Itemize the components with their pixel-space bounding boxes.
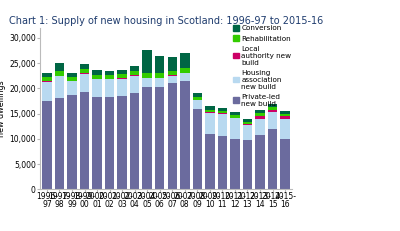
Bar xyxy=(180,81,190,189)
Bar xyxy=(218,136,227,189)
Bar xyxy=(243,125,252,140)
Bar xyxy=(268,103,277,107)
Bar xyxy=(80,73,89,74)
Bar xyxy=(80,74,89,92)
Bar xyxy=(118,79,127,97)
Bar xyxy=(130,75,139,76)
Bar xyxy=(230,112,240,115)
Bar xyxy=(130,71,139,75)
Bar xyxy=(230,115,240,118)
Bar xyxy=(205,109,214,112)
Bar xyxy=(255,135,265,189)
Bar xyxy=(155,56,164,73)
Bar xyxy=(67,95,77,189)
Bar xyxy=(142,87,152,189)
Bar xyxy=(280,116,290,119)
Bar xyxy=(268,109,277,112)
Bar xyxy=(130,76,139,93)
Bar xyxy=(268,112,277,129)
Bar xyxy=(280,111,290,114)
Bar xyxy=(180,73,190,81)
Bar xyxy=(80,64,89,69)
Bar xyxy=(193,109,202,189)
Bar xyxy=(118,97,127,189)
Bar xyxy=(218,114,227,136)
Bar xyxy=(218,113,227,114)
Bar xyxy=(67,81,77,95)
Bar xyxy=(92,75,102,79)
Bar xyxy=(193,100,202,109)
Bar xyxy=(142,78,152,87)
Bar xyxy=(230,118,240,139)
Bar xyxy=(255,116,265,119)
Bar xyxy=(142,50,152,73)
Bar xyxy=(155,78,164,87)
Bar xyxy=(218,111,227,113)
Bar xyxy=(243,122,252,124)
Bar xyxy=(205,112,214,134)
Bar xyxy=(180,68,190,73)
Bar xyxy=(118,78,127,79)
Bar xyxy=(67,73,77,77)
Bar xyxy=(55,63,64,71)
Title: Chart 1: Supply of new housing in Scotland: 1996-97 to 2015-16: Chart 1: Supply of new housing in Scotla… xyxy=(9,15,323,26)
Bar xyxy=(193,97,202,100)
Bar xyxy=(67,77,77,81)
Bar xyxy=(92,70,102,75)
Bar xyxy=(80,92,89,189)
Bar xyxy=(130,93,139,189)
Legend: Conversion, Rehabilitation, Local
authority new
build, Housing
association
new b: Conversion, Rehabilitation, Local author… xyxy=(233,24,292,107)
Bar xyxy=(255,113,265,116)
Bar xyxy=(42,77,52,81)
Bar xyxy=(168,83,177,189)
Bar xyxy=(55,98,64,189)
Bar xyxy=(155,73,164,78)
Bar xyxy=(42,101,52,189)
Bar xyxy=(55,76,64,98)
Bar xyxy=(268,129,277,189)
Bar xyxy=(55,71,64,76)
Bar xyxy=(118,70,127,74)
Bar xyxy=(80,69,89,73)
Bar xyxy=(280,119,290,139)
Bar xyxy=(168,57,177,71)
Bar xyxy=(230,139,240,189)
Bar xyxy=(168,76,177,83)
Bar xyxy=(180,54,190,68)
Bar xyxy=(105,79,114,97)
Y-axis label: new dwellings: new dwellings xyxy=(0,80,6,137)
Bar xyxy=(168,71,177,75)
Bar xyxy=(130,66,139,71)
Bar xyxy=(168,75,177,76)
Bar xyxy=(105,75,114,79)
Bar xyxy=(255,119,265,135)
Bar xyxy=(243,119,252,122)
Bar xyxy=(155,87,164,189)
Bar xyxy=(42,82,52,101)
Bar xyxy=(42,73,52,77)
Bar xyxy=(280,139,290,189)
Bar xyxy=(105,97,114,189)
Bar xyxy=(92,97,102,189)
Bar xyxy=(92,79,102,97)
Bar xyxy=(105,71,114,75)
Bar xyxy=(255,110,265,113)
Bar xyxy=(205,106,214,109)
Bar xyxy=(243,124,252,125)
Bar xyxy=(118,74,127,78)
Bar xyxy=(218,108,227,111)
Bar xyxy=(142,73,152,78)
Bar xyxy=(193,93,202,97)
Bar xyxy=(280,114,290,116)
Bar xyxy=(268,107,277,109)
Bar xyxy=(42,81,52,82)
Bar xyxy=(205,134,214,189)
Bar xyxy=(243,140,252,189)
